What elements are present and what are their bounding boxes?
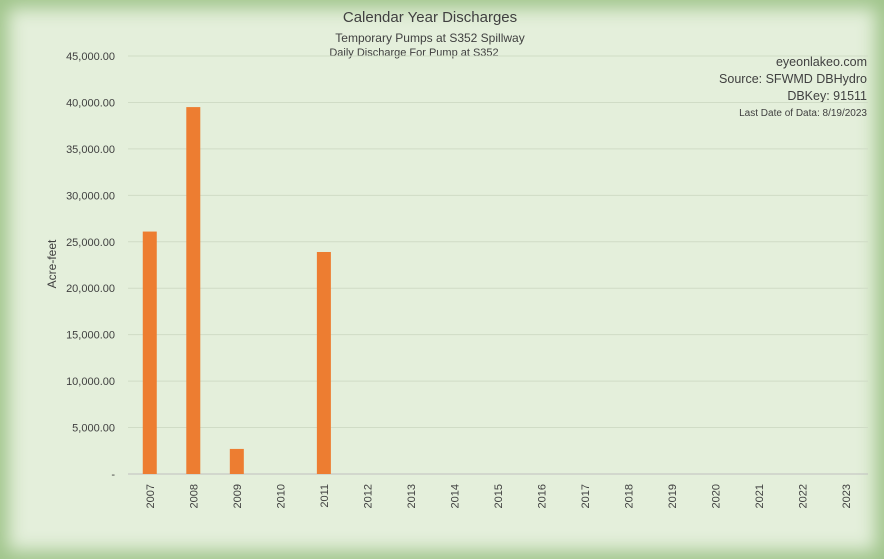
annotation-dbkey: DBKey: 91511 bbox=[787, 89, 867, 103]
x-tick-label: 2020 bbox=[711, 484, 723, 508]
y-tick-label: 45,000.00 bbox=[66, 51, 115, 63]
y-tick-label: 5,000.00 bbox=[72, 423, 115, 435]
x-tick-label: 2011 bbox=[319, 484, 331, 508]
x-tick-label: 2010 bbox=[275, 484, 287, 508]
bar bbox=[142, 231, 157, 474]
x-tick-label: 2014 bbox=[449, 484, 461, 508]
y-tick-label: - bbox=[111, 469, 115, 481]
x-tick-label: 2021 bbox=[754, 484, 766, 508]
x-tick-label: 2013 bbox=[406, 484, 418, 508]
x-tick-label: 2008 bbox=[188, 484, 200, 508]
y-tick-label: 20,000.00 bbox=[66, 283, 115, 295]
y-tick-label: 15,000.00 bbox=[66, 330, 115, 342]
x-tick-label: 2023 bbox=[841, 484, 853, 508]
chart-subtitle: Temporary Pumps at S352 Spillway bbox=[335, 31, 525, 45]
x-tick-label: 2022 bbox=[798, 484, 810, 508]
x-tick-label: 2015 bbox=[493, 484, 505, 508]
y-tick-label: 40,000.00 bbox=[66, 97, 115, 109]
annotation-last-date: Last Date of Data: 8/19/2023 bbox=[739, 108, 867, 119]
x-tick-label: 2016 bbox=[537, 484, 549, 508]
y-tick-label: 35,000.00 bbox=[66, 144, 115, 156]
x-tick-label: 2017 bbox=[580, 484, 592, 508]
y-tick-label: 30,000.00 bbox=[66, 190, 115, 202]
annotation-site: eyeonlakeo.com bbox=[775, 55, 867, 69]
chart-title: Calendar Year Discharges bbox=[342, 9, 518, 26]
y-tick-label: 25,000.00 bbox=[66, 237, 115, 249]
bar bbox=[316, 251, 331, 474]
x-tick-label: 2018 bbox=[624, 484, 636, 508]
annotation-source: Source: SFWMD DBHydro bbox=[719, 72, 867, 86]
bar bbox=[186, 107, 201, 474]
x-tick-label: 2012 bbox=[362, 484, 374, 508]
x-tick-label: 2007 bbox=[145, 484, 157, 508]
y-tick-label: 10,000.00 bbox=[66, 376, 115, 388]
bar bbox=[229, 448, 244, 474]
x-tick-label: 2019 bbox=[667, 484, 679, 508]
x-tick-label: 2009 bbox=[232, 484, 244, 508]
